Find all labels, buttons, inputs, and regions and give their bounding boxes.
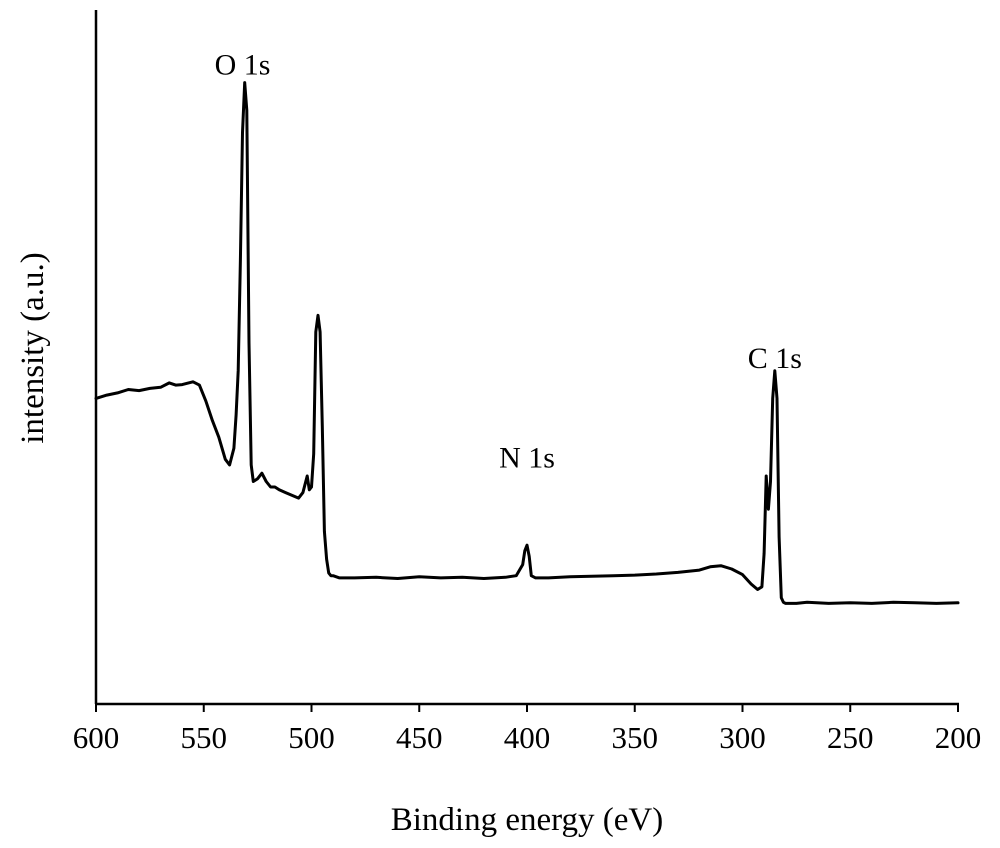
x-tick-label: 500 xyxy=(288,720,335,755)
axes xyxy=(94,10,959,706)
x-axis-tick-labels: 600 550 500 450 400 350 300 250 200 xyxy=(73,720,982,755)
x-tick-label: 350 xyxy=(612,720,659,755)
x-tick-label: 300 xyxy=(719,720,766,755)
x-axis-ticks xyxy=(95,704,959,712)
x-tick-label: 550 xyxy=(181,720,228,755)
peak-annotations: O 1s N 1s C 1s xyxy=(215,48,802,474)
peak-label: C 1s xyxy=(748,342,802,375)
x-tick-label: 400 xyxy=(504,720,551,755)
x-axis-label: Binding energy (eV) xyxy=(391,802,664,838)
series-layer xyxy=(94,81,960,605)
peak-label: N 1s xyxy=(499,442,555,475)
x-tick-label: 200 xyxy=(935,720,982,755)
y-axis-label: intensity (a.u.) xyxy=(15,252,51,444)
series-line xyxy=(94,81,960,605)
x-tick-label: 450 xyxy=(396,720,443,755)
x-tick-label: 600 xyxy=(73,720,120,755)
peak-label: O 1s xyxy=(215,48,271,81)
x-tick-label: 250 xyxy=(827,720,874,755)
